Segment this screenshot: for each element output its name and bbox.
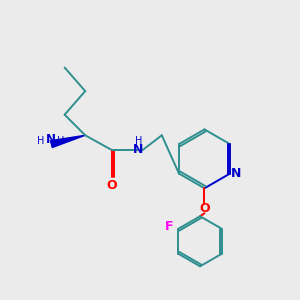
Text: F: F	[165, 220, 174, 233]
Text: H: H	[134, 136, 142, 146]
Text: N: N	[133, 143, 143, 157]
Text: O: O	[199, 202, 210, 215]
Text: N: N	[231, 167, 242, 180]
Text: H: H	[37, 136, 44, 146]
Text: H: H	[57, 136, 65, 146]
Text: N: N	[46, 133, 56, 146]
Text: O: O	[106, 179, 117, 192]
Polygon shape	[50, 135, 85, 148]
